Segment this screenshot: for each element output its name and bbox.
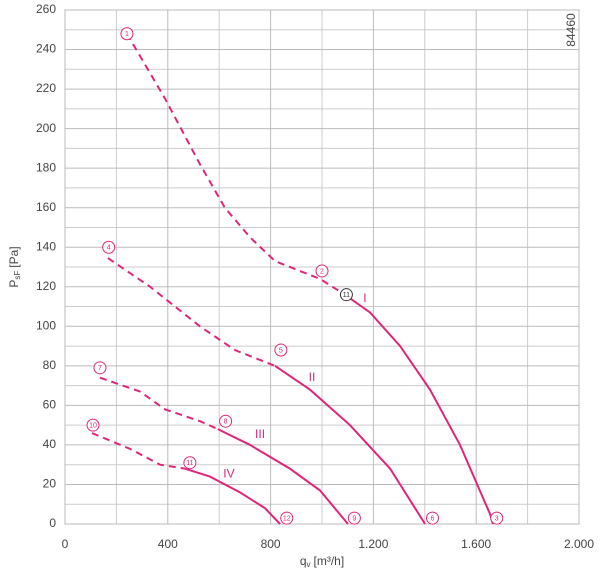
point-marker bbox=[426, 511, 440, 525]
x-label-sub: v bbox=[307, 560, 311, 569]
grid bbox=[64, 9, 580, 525]
point-marker bbox=[93, 361, 107, 375]
point-label: 11 bbox=[343, 292, 350, 299]
curve-label: II bbox=[309, 370, 316, 384]
x-axis-label: qv [m³/h] bbox=[300, 554, 344, 569]
point-label: 11 bbox=[186, 460, 193, 467]
point-label: 7 bbox=[98, 365, 102, 372]
point-label: 4 bbox=[107, 245, 111, 252]
point-marker bbox=[102, 240, 116, 254]
y-tick-label: 140 bbox=[36, 239, 56, 253]
solid-curve bbox=[217, 428, 349, 525]
dashed-curve bbox=[91, 432, 186, 470]
y-tick-label: 20 bbox=[43, 477, 57, 491]
curve-label: I bbox=[363, 291, 366, 305]
y-label-sub: sF bbox=[13, 271, 22, 280]
x-tick-label: 2.000 bbox=[564, 537, 594, 551]
x-tick-label: 1.200 bbox=[358, 537, 388, 551]
point-marker bbox=[280, 511, 294, 525]
y-tick-label: 0 bbox=[49, 516, 56, 530]
y-label-main: P bbox=[7, 280, 21, 288]
solid-curve bbox=[274, 365, 426, 525]
dashed-curve bbox=[126, 33, 346, 296]
point-label: 1 bbox=[125, 31, 129, 38]
point-marker bbox=[315, 264, 329, 278]
point-label: 12 bbox=[283, 515, 291, 522]
y-tick-label: 40 bbox=[43, 437, 57, 451]
dashed-curve bbox=[107, 257, 276, 367]
point-marker bbox=[219, 414, 233, 428]
chart-code: 84460 bbox=[564, 13, 578, 47]
point-marker bbox=[120, 27, 134, 41]
curve-label: III bbox=[255, 427, 265, 441]
point-label: 2 bbox=[320, 268, 324, 275]
solid-curve bbox=[184, 467, 281, 525]
solid-curve bbox=[344, 293, 494, 525]
y-tick-label: 80 bbox=[43, 358, 57, 372]
point-marker bbox=[490, 511, 504, 525]
point-marker bbox=[183, 456, 197, 470]
dashed-curve bbox=[99, 376, 219, 431]
y-tick-label: 200 bbox=[36, 121, 56, 135]
y-tick-label: 120 bbox=[36, 279, 56, 293]
point-marker bbox=[347, 511, 361, 525]
y-label-unit: [Pa] bbox=[7, 246, 21, 267]
x-label-main: q bbox=[300, 554, 307, 568]
x-tick-label: 400 bbox=[158, 537, 178, 551]
y-tick-label: 260 bbox=[36, 2, 56, 16]
point-marker bbox=[274, 343, 288, 357]
point-label: 5 bbox=[279, 347, 283, 354]
y-tick-label: 160 bbox=[36, 200, 56, 214]
x-tick-label: 800 bbox=[261, 537, 281, 551]
point-marker bbox=[86, 418, 100, 432]
y-tick-label: 60 bbox=[43, 398, 57, 412]
curve-label: IV bbox=[223, 467, 234, 481]
point-label: 10 bbox=[89, 422, 97, 429]
point-label: 3 bbox=[495, 515, 499, 522]
y-axis-label: PsF [Pa] bbox=[7, 246, 22, 287]
x-tick-label: 0 bbox=[62, 537, 69, 551]
y-tick-label: 240 bbox=[36, 42, 56, 56]
y-tick-label: 180 bbox=[36, 160, 56, 174]
y-tick-label: 100 bbox=[36, 318, 56, 332]
x-label-unit: [m³/h] bbox=[314, 554, 345, 568]
point-label: 6 bbox=[431, 515, 435, 522]
point-label: 8 bbox=[224, 419, 228, 426]
y-tick-label: 220 bbox=[36, 81, 56, 95]
point-label: 9 bbox=[352, 515, 356, 522]
point-marker bbox=[339, 288, 353, 302]
x-tick-label: 1.600 bbox=[461, 537, 491, 551]
